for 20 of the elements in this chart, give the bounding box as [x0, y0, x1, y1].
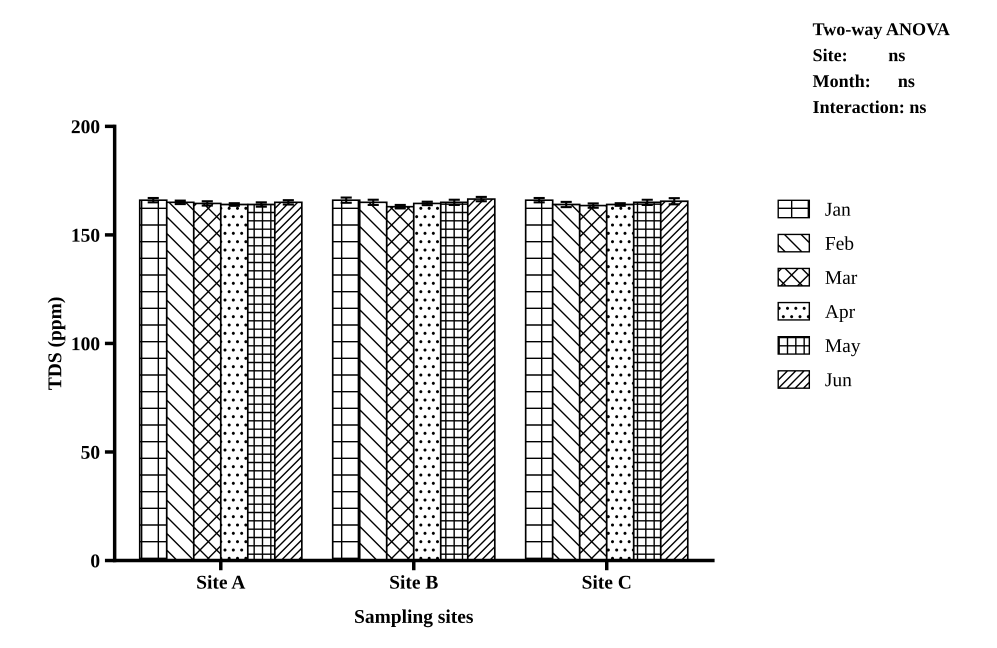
legend-label: Jun: [825, 373, 852, 386]
y-tick-label: 100: [72, 337, 100, 350]
legend-label: May: [825, 339, 860, 356]
x-tick-label: Site A: [197, 575, 246, 589]
y-tick-label: 150: [72, 228, 100, 242]
text: Month: ns: [812, 74, 914, 88]
x-axis-title: Sampling sites: [355, 609, 473, 628]
x-tick-label: Site C: [582, 575, 630, 589]
text: Interaction: ns: [813, 100, 926, 114]
legend-label: Jan: [825, 202, 851, 216]
legend-label: Mar: [825, 271, 858, 284]
legend-label: Apr: [825, 305, 855, 322]
y-axis-title: TDS (ppm): [48, 298, 66, 390]
y-tick-label: 200: [72, 120, 100, 134]
text: Two-way ANOVA: [812, 23, 950, 40]
y-tick-label: 0: [91, 554, 100, 568]
text: Site: ns: [814, 48, 905, 62]
x-tick-label: Site B: [390, 575, 438, 589]
legend-label: Feb: [825, 236, 854, 250]
y-tick-label: 50: [81, 446, 100, 459]
